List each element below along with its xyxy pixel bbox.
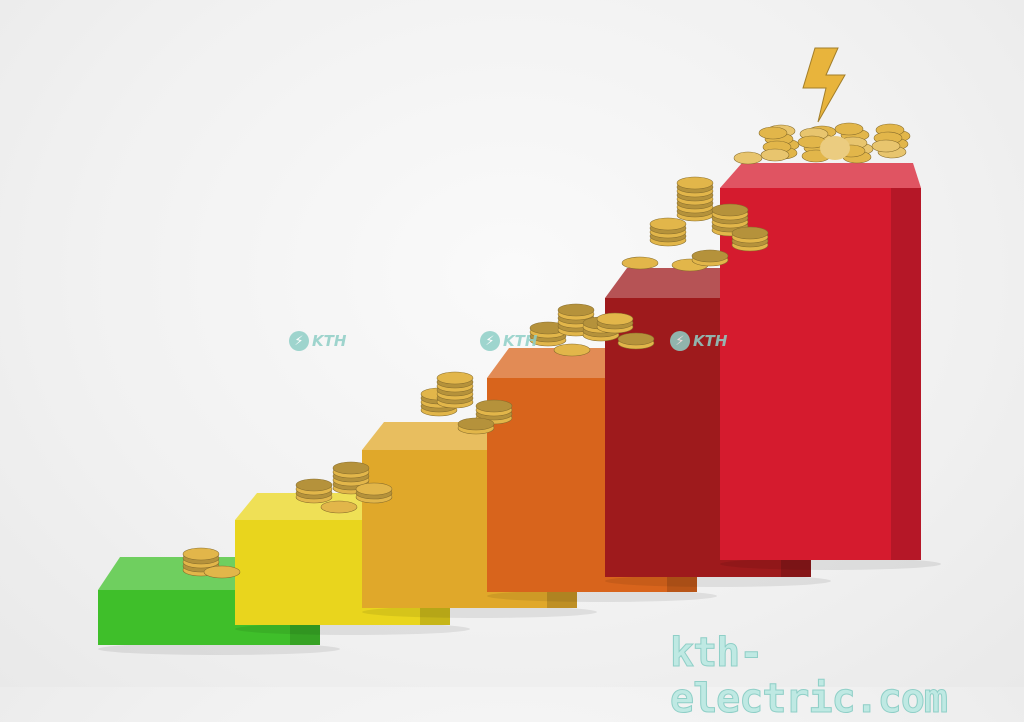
gold-coin [182, 547, 220, 561]
bar-shadow [235, 623, 470, 635]
gold-coin [760, 148, 790, 162]
gold-coin [295, 478, 333, 492]
lightning-icon: ⚡ [289, 331, 309, 351]
bar-shadow [720, 558, 941, 570]
watermark-logo: ⚡ KTH [670, 331, 727, 351]
watermark-logo: ⚡ KTH [480, 331, 537, 351]
gold-coin [617, 332, 655, 346]
gold-coin [475, 399, 513, 413]
gold-coin [733, 151, 763, 165]
gold-coin [457, 417, 495, 431]
gold-coin [834, 122, 864, 136]
gold-coin [596, 312, 634, 326]
gold-coin [820, 136, 850, 160]
lightning-bolt-icon [802, 47, 846, 123]
watermark-site: kth-electric.com [670, 630, 949, 722]
gold-coin [649, 217, 687, 231]
gold-coin [557, 303, 595, 317]
gold-coin [676, 176, 714, 190]
bar-top-face [720, 163, 921, 188]
gold-coin [203, 565, 241, 579]
gold-coin [731, 226, 769, 240]
gold-coin [621, 256, 659, 270]
bar-edge-shading [891, 188, 921, 560]
gold-coin [320, 500, 358, 514]
bar-shadow [362, 606, 597, 618]
gold-coin [871, 139, 901, 153]
bar-steps-illustration [98, 47, 941, 655]
watermark-logo: ⚡ KTH [289, 331, 346, 351]
gold-coin [355, 482, 393, 496]
bar-shadow [98, 643, 340, 655]
gold-coin [436, 371, 474, 385]
gold-coin [553, 343, 591, 357]
lightning-icon: ⚡ [670, 331, 690, 351]
gold-coin [711, 203, 749, 217]
bar-shadow [605, 575, 831, 587]
gold-coin [332, 461, 370, 475]
gold-coin [758, 126, 788, 140]
gold-coin [691, 249, 729, 263]
bar-shadow [487, 590, 717, 602]
lightning-icon: ⚡ [480, 331, 500, 351]
